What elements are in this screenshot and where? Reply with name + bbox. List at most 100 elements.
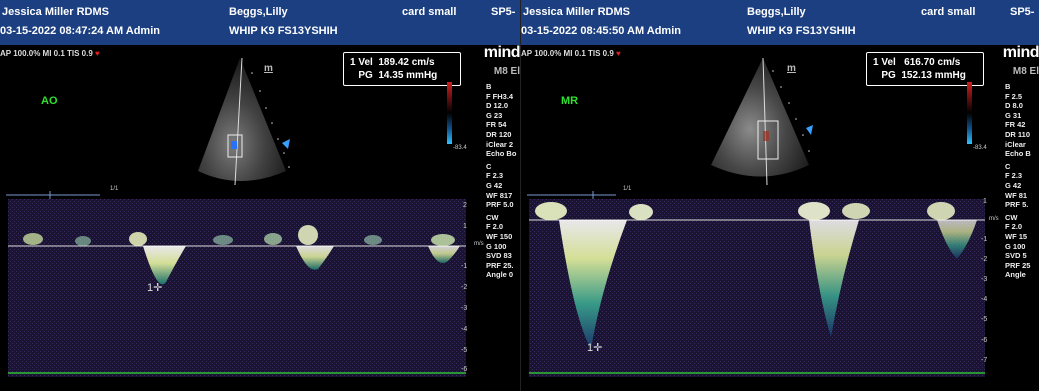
param-line: Angle (1005, 270, 1026, 280)
heart-icon: ♥ (616, 49, 621, 58)
param-line: G 100 (1005, 241, 1026, 251)
cine-frame-count: 1/1 (110, 186, 119, 192)
scale-tick: -2 (981, 256, 988, 263)
probe-name: SP5- (491, 6, 516, 18)
param-line: FR 54 (486, 120, 507, 130)
sector-image (198, 57, 290, 186)
param-line: D 12.0 (486, 101, 509, 111)
param-line: F 2.0 (486, 222, 504, 232)
param-line: iClear (1005, 139, 1026, 149)
param-line: CW (486, 212, 499, 222)
scale-tick: -4 (981, 296, 988, 303)
param-line: G 31 (1005, 110, 1022, 120)
imaging-params: B F FH3.4 D 12.0 G 23 FR 54 DR 120 iClea… (486, 82, 520, 280)
param-line: DR 110 (1005, 129, 1031, 139)
patient-name: Beggs,Lilly (747, 6, 806, 18)
velocity-label: Vel (358, 57, 373, 68)
scale-tick: -1 (461, 263, 468, 270)
mini-icon-label: m (787, 63, 796, 74)
measurement-index: 1 (350, 57, 356, 68)
param-line: WF 15 (1005, 231, 1028, 241)
cursor-index: 1 (147, 282, 154, 294)
param-line: C (486, 161, 492, 171)
acoustic-output: AP 100.0% MI 0.1 TIS 0.9 ♥ (521, 49, 621, 58)
patient-id: WHIP K9 FS13YSHIH (747, 25, 856, 37)
ultrasound-panel-aortic: Jessica Miller RDMS Beggs,Lilly card sma… (0, 0, 520, 377)
measurement-cursor[interactable]: 1✛ (587, 342, 603, 354)
param-line: G 42 (1005, 180, 1022, 190)
scale-tick: -1 (981, 236, 988, 243)
velocity-value: 616.70 cm/s (904, 57, 961, 68)
velocity-row: 1 Vel 189.42 cm/s (350, 56, 454, 69)
scale-tick: 2 (463, 202, 467, 209)
param-line: G 100 (486, 241, 507, 251)
param-line: PRF 25. (486, 260, 514, 270)
brand-logo: mind (1002, 44, 1039, 61)
param-line: D 8.0 (1005, 101, 1023, 111)
device-model: M8 El (1012, 66, 1039, 77)
velocity-row: 1 Vel 616.70 cm/s (873, 56, 977, 69)
scale-unit: m/s (989, 216, 999, 222)
exam-datetime: 03-15-2022 08:45:50 AM Admin (521, 25, 681, 37)
scale-tick: -3 (461, 305, 468, 312)
scale-tick: -7 (981, 357, 988, 364)
exam-datetime: 03-15-2022 08:47:24 AM Admin (0, 25, 160, 37)
param-line: Angle 0 (486, 270, 514, 280)
measurement-box: 1 Vel 189.42 cm/s PG 14.35 mmHg (343, 52, 461, 86)
scale-tick: -5 (981, 316, 988, 323)
scale-tick: -3 (981, 276, 988, 283)
param-line: SVD 83 (486, 251, 512, 261)
brand-logo: mind (483, 44, 520, 61)
velocity-value: 189.42 cm/s (378, 57, 435, 68)
patient-header: Jessica Miller RDMS Beggs,Lilly card sma… (521, 0, 1039, 45)
param-line: F 2.5 (1005, 91, 1023, 101)
param-line: PRF 5. (1005, 200, 1029, 210)
param-line: iClear 2 (486, 139, 514, 149)
patient-name: Beggs,Lilly (229, 6, 288, 18)
color-scale-min: -83.4 (973, 145, 987, 151)
view-label: AO (41, 95, 58, 107)
sector-image (711, 57, 813, 186)
acoustic-output-text: AP 100.0% MI 0.1 TIS 0.9 (0, 49, 93, 58)
param-line: B (486, 82, 492, 91)
scale-tick: -2 (461, 284, 468, 291)
param-line: CW (1005, 212, 1018, 222)
panel-divider (520, 0, 521, 391)
param-line: FR 42 (1005, 120, 1026, 130)
velocity-label: Vel (881, 57, 896, 68)
param-line: Echo Bo (486, 149, 517, 159)
spectral-doppler (529, 199, 985, 377)
scale-tick: -5 (461, 347, 468, 354)
color-scale-min: -83.4 (453, 145, 467, 151)
spectral-doppler (8, 199, 466, 377)
param-line: C (1005, 161, 1011, 171)
exam-preset: card small (402, 6, 457, 18)
param-line: B (1005, 82, 1011, 91)
cine-timeline[interactable] (521, 189, 661, 201)
mini-icon-label: m (264, 63, 273, 74)
ultrasound-panel-mitral: Jessica Miller RDMS Beggs,Lilly card sma… (521, 0, 1039, 391)
patient-id: WHIP K9 FS13YSHIH (229, 25, 338, 37)
operator-name: Jessica Miller RDMS (2, 6, 109, 18)
patient-header: Jessica Miller RDMS Beggs,Lilly card sma… (0, 0, 520, 45)
cine-frame-count: 1/1 (623, 186, 632, 192)
gradient-row: PG 14.35 mmHg (350, 69, 454, 82)
param-line: F 2.3 (486, 171, 504, 181)
measurement-box: 1 Vel 616.70 cm/s PG 152.13 mmHg (866, 52, 984, 86)
measurement-index: 1 (873, 57, 879, 68)
exam-preset: card small (921, 6, 976, 18)
scale-tick: 1 (983, 198, 987, 205)
view-label: MR (561, 95, 579, 107)
device-model: M8 El (493, 66, 520, 77)
param-line: G 42 (486, 180, 503, 190)
acoustic-output: AP 100.0% MI 0.1 TIS 0.9 ♥ (0, 49, 100, 58)
scale-tick: -4 (461, 326, 468, 333)
param-line: DR 120 (486, 129, 512, 139)
probe-name: SP5- (1010, 6, 1035, 18)
param-line: WF 150 (486, 231, 513, 241)
param-line: PRF 25 (1005, 260, 1031, 270)
measurement-cursor[interactable]: 1✛ (147, 282, 163, 294)
cine-timeline[interactable] (0, 189, 140, 201)
param-line: Echo B (1005, 149, 1031, 159)
operator-name: Jessica Miller RDMS (523, 6, 630, 18)
